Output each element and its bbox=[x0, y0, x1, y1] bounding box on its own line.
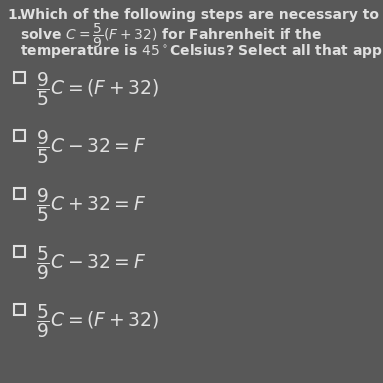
Bar bbox=[14, 304, 25, 315]
Text: solve $C = \dfrac{5}{9}(F + 32)$ for Fahrenheit if the: solve $C = \dfrac{5}{9}(F + 32)$ for Fah… bbox=[20, 22, 322, 50]
Bar bbox=[14, 188, 25, 199]
Text: $\dfrac{9}{5}C = (F + 32)$: $\dfrac{9}{5}C = (F + 32)$ bbox=[36, 70, 159, 108]
Text: temperature is $45^\circ$Celsius? Select all that apply.: temperature is $45^\circ$Celsius? Select… bbox=[20, 42, 383, 60]
Text: $\dfrac{5}{9}C = (F + 32)$: $\dfrac{5}{9}C = (F + 32)$ bbox=[36, 302, 159, 340]
Bar bbox=[14, 72, 25, 83]
Bar bbox=[14, 130, 25, 141]
Text: $\dfrac{5}{9}C - 32 = F$: $\dfrac{5}{9}C - 32 = F$ bbox=[36, 244, 146, 282]
Text: 1.: 1. bbox=[7, 8, 22, 22]
Bar bbox=[14, 246, 25, 257]
Text: $\dfrac{9}{5}C + 32 = F$: $\dfrac{9}{5}C + 32 = F$ bbox=[36, 186, 146, 224]
Text: $\dfrac{9}{5}C - 32 = F$: $\dfrac{9}{5}C - 32 = F$ bbox=[36, 128, 146, 166]
Text: Which of the following steps are necessary to: Which of the following steps are necessa… bbox=[20, 8, 379, 22]
